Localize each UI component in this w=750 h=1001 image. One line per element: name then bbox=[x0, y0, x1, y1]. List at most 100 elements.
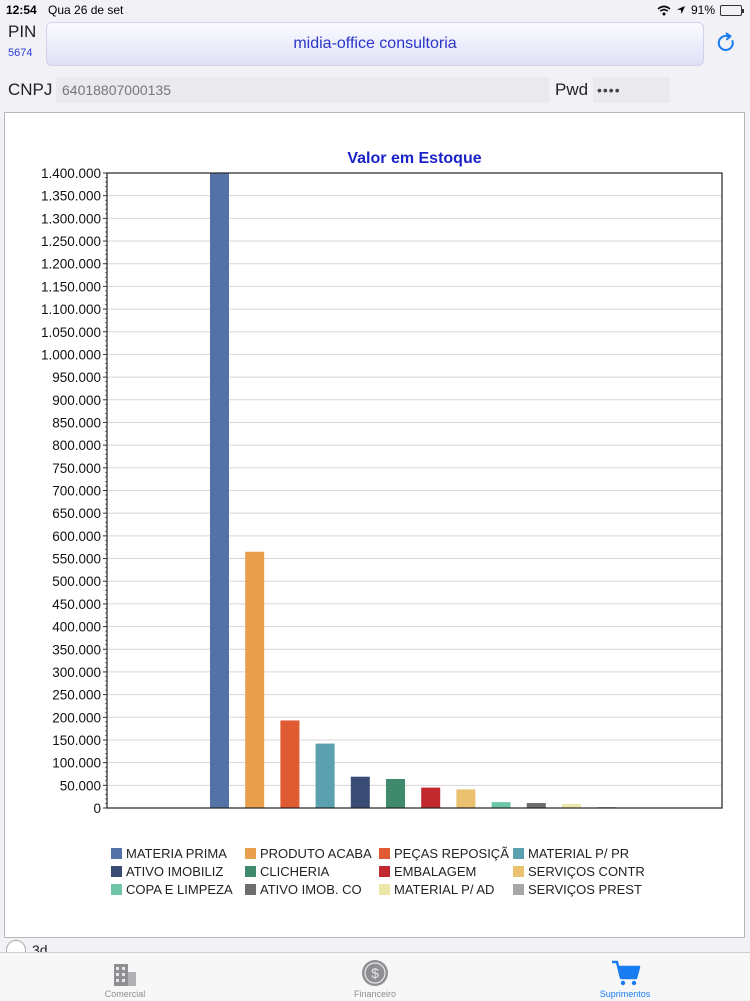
legend-swatch bbox=[111, 848, 122, 859]
cart-icon bbox=[612, 960, 641, 986]
y-tick-label: 300.000 bbox=[52, 665, 101, 680]
legend-item: PRODUTO ACABA bbox=[245, 846, 379, 861]
tab-label-suprimentos: Suprimentos bbox=[599, 989, 651, 999]
legend-item: ATIVO IMOBILIZ bbox=[111, 864, 245, 879]
status-right: 91% bbox=[657, 3, 744, 17]
chart-title: Valor em Estoque bbox=[347, 150, 481, 167]
legend-swatch bbox=[513, 848, 524, 859]
y-tick-label: 600.000 bbox=[52, 529, 101, 544]
y-tick-label: 1.400.000 bbox=[41, 166, 101, 181]
cnpj-label: CNPJ bbox=[8, 80, 53, 99]
legend-label: COPA E LIMPEZA bbox=[126, 882, 233, 897]
legend-label: CLICHERIA bbox=[260, 864, 330, 879]
pin-value: 5674 bbox=[8, 47, 33, 59]
bar bbox=[315, 743, 335, 808]
legend-swatch bbox=[111, 866, 122, 877]
bar bbox=[280, 720, 300, 808]
status-bar: 12:54 Qua 26 de set 91% bbox=[0, 0, 750, 20]
tab-label-comercial: Comercial bbox=[104, 989, 146, 999]
legend-label: PEÇAS REPOSIÇÃ bbox=[394, 846, 509, 861]
wifi-icon bbox=[657, 5, 671, 15]
dollar-coin-icon: $ bbox=[362, 960, 388, 986]
y-tick-label: 650.000 bbox=[52, 506, 101, 521]
y-tick-label: 850.000 bbox=[52, 415, 101, 430]
company-name: midia-office consultoria bbox=[293, 35, 457, 52]
plot-area bbox=[106, 172, 723, 809]
legend-label: MATERIAL P/ AD bbox=[394, 882, 495, 897]
tab-label-financeiro: Financeiro bbox=[353, 989, 397, 999]
legend-item: CLICHERIA bbox=[245, 864, 379, 879]
y-tick-label: 0 bbox=[93, 801, 101, 816]
y-tick-label: 400.000 bbox=[52, 620, 101, 635]
y-tick-label: 100.000 bbox=[52, 756, 101, 771]
y-tick-label: 700.000 bbox=[52, 484, 101, 499]
bar bbox=[421, 787, 441, 808]
legend-item: MATERIAL P/ PR bbox=[513, 846, 647, 861]
bar bbox=[210, 173, 229, 808]
y-tick-label: 900.000 bbox=[52, 393, 101, 408]
legend-label: ATIVO IMOBILIZ bbox=[126, 864, 224, 879]
bar bbox=[350, 776, 370, 808]
y-tick-label: 750.000 bbox=[52, 461, 101, 476]
y-tick-label: 1.300.000 bbox=[41, 211, 101, 226]
legend-swatch bbox=[379, 848, 390, 859]
legend-item: SERVIÇOS PREST bbox=[513, 882, 647, 897]
location-icon bbox=[676, 6, 685, 14]
svg-text:$: $ bbox=[371, 965, 379, 981]
legend-item: MATERIA PRIMA bbox=[111, 846, 245, 861]
y-tick-label: 250.000 bbox=[52, 688, 101, 703]
pwd-label: Pwd bbox=[555, 80, 589, 99]
building-icon bbox=[114, 964, 136, 986]
y-tick-label: 50.000 bbox=[60, 778, 101, 793]
bar bbox=[491, 802, 511, 808]
y-tick-label: 1.100.000 bbox=[41, 302, 101, 317]
tab-comercial[interactable]: Comercial bbox=[65, 953, 185, 1001]
legend-label: MATERIAL P/ PR bbox=[528, 846, 630, 861]
y-tick-label: 1.000.000 bbox=[41, 347, 101, 362]
bar bbox=[386, 778, 405, 808]
password-field[interactable]: •••• bbox=[593, 77, 670, 103]
legend-label: PRODUTO ACABA bbox=[260, 846, 372, 861]
refresh-icon[interactable] bbox=[715, 32, 737, 54]
bar bbox=[562, 803, 581, 808]
company-name-button[interactable]: midia-office consultoria bbox=[46, 22, 704, 66]
legend-swatch bbox=[245, 848, 256, 859]
bar bbox=[245, 551, 265, 808]
legend-item: MATERIAL P/ AD bbox=[379, 882, 513, 897]
y-tick-label: 150.000 bbox=[52, 733, 101, 748]
y-tick-label: 1.200.000 bbox=[41, 257, 101, 272]
cnpj-field[interactable] bbox=[56, 77, 549, 103]
tab-suprimentos[interactable]: Suprimentos bbox=[565, 953, 685, 1001]
legend-item: COPA E LIMPEZA bbox=[111, 882, 245, 897]
tab-financeiro[interactable]: $ Financeiro bbox=[315, 953, 435, 1001]
battery-icon bbox=[720, 4, 744, 16]
legend-item: ATIVO IMOB. CO bbox=[245, 882, 379, 897]
bar bbox=[526, 803, 546, 808]
legend-item: PEÇAS REPOSIÇÃ bbox=[379, 846, 513, 861]
legend-swatch bbox=[513, 884, 524, 895]
legend-label: SERVIÇOS PREST bbox=[528, 882, 642, 897]
legend-label: MATERIA PRIMA bbox=[126, 846, 227, 861]
legend-item: SERVIÇOS CONTR bbox=[513, 864, 647, 879]
legend-swatch bbox=[513, 866, 524, 877]
y-tick-label: 550.000 bbox=[52, 552, 101, 567]
y-tick-label: 800.000 bbox=[52, 438, 101, 453]
y-tick-label: 950.000 bbox=[52, 370, 101, 385]
y-tick-label: 1.150.000 bbox=[41, 279, 101, 294]
y-tick-label: 450.000 bbox=[52, 597, 101, 612]
legend-label: ATIVO IMOB. CO bbox=[260, 882, 362, 897]
bar bbox=[456, 789, 476, 808]
legend-swatch bbox=[111, 884, 122, 895]
y-tick-label: 500.000 bbox=[52, 574, 101, 589]
legend-item: EMBALAGEM bbox=[379, 864, 513, 879]
chart-panel: Valor em Estoque 0 50.000 100.000 150.000 200… bbox=[4, 112, 745, 938]
status-time: 12:54 bbox=[6, 3, 37, 17]
legend-label: SERVIÇOS CONTR bbox=[528, 864, 645, 879]
y-tick-label: 1.350.000 bbox=[41, 189, 101, 204]
y-tick-label: 350.000 bbox=[52, 642, 101, 657]
legend-swatch bbox=[379, 866, 390, 877]
stock-value-chart: Valor em Estoque 0 50.000 100.000 150.000 200… bbox=[41, 150, 723, 816]
y-tick-label: 200.000 bbox=[52, 710, 101, 725]
legend-swatch bbox=[245, 866, 256, 877]
pin-label: PIN bbox=[8, 22, 37, 41]
